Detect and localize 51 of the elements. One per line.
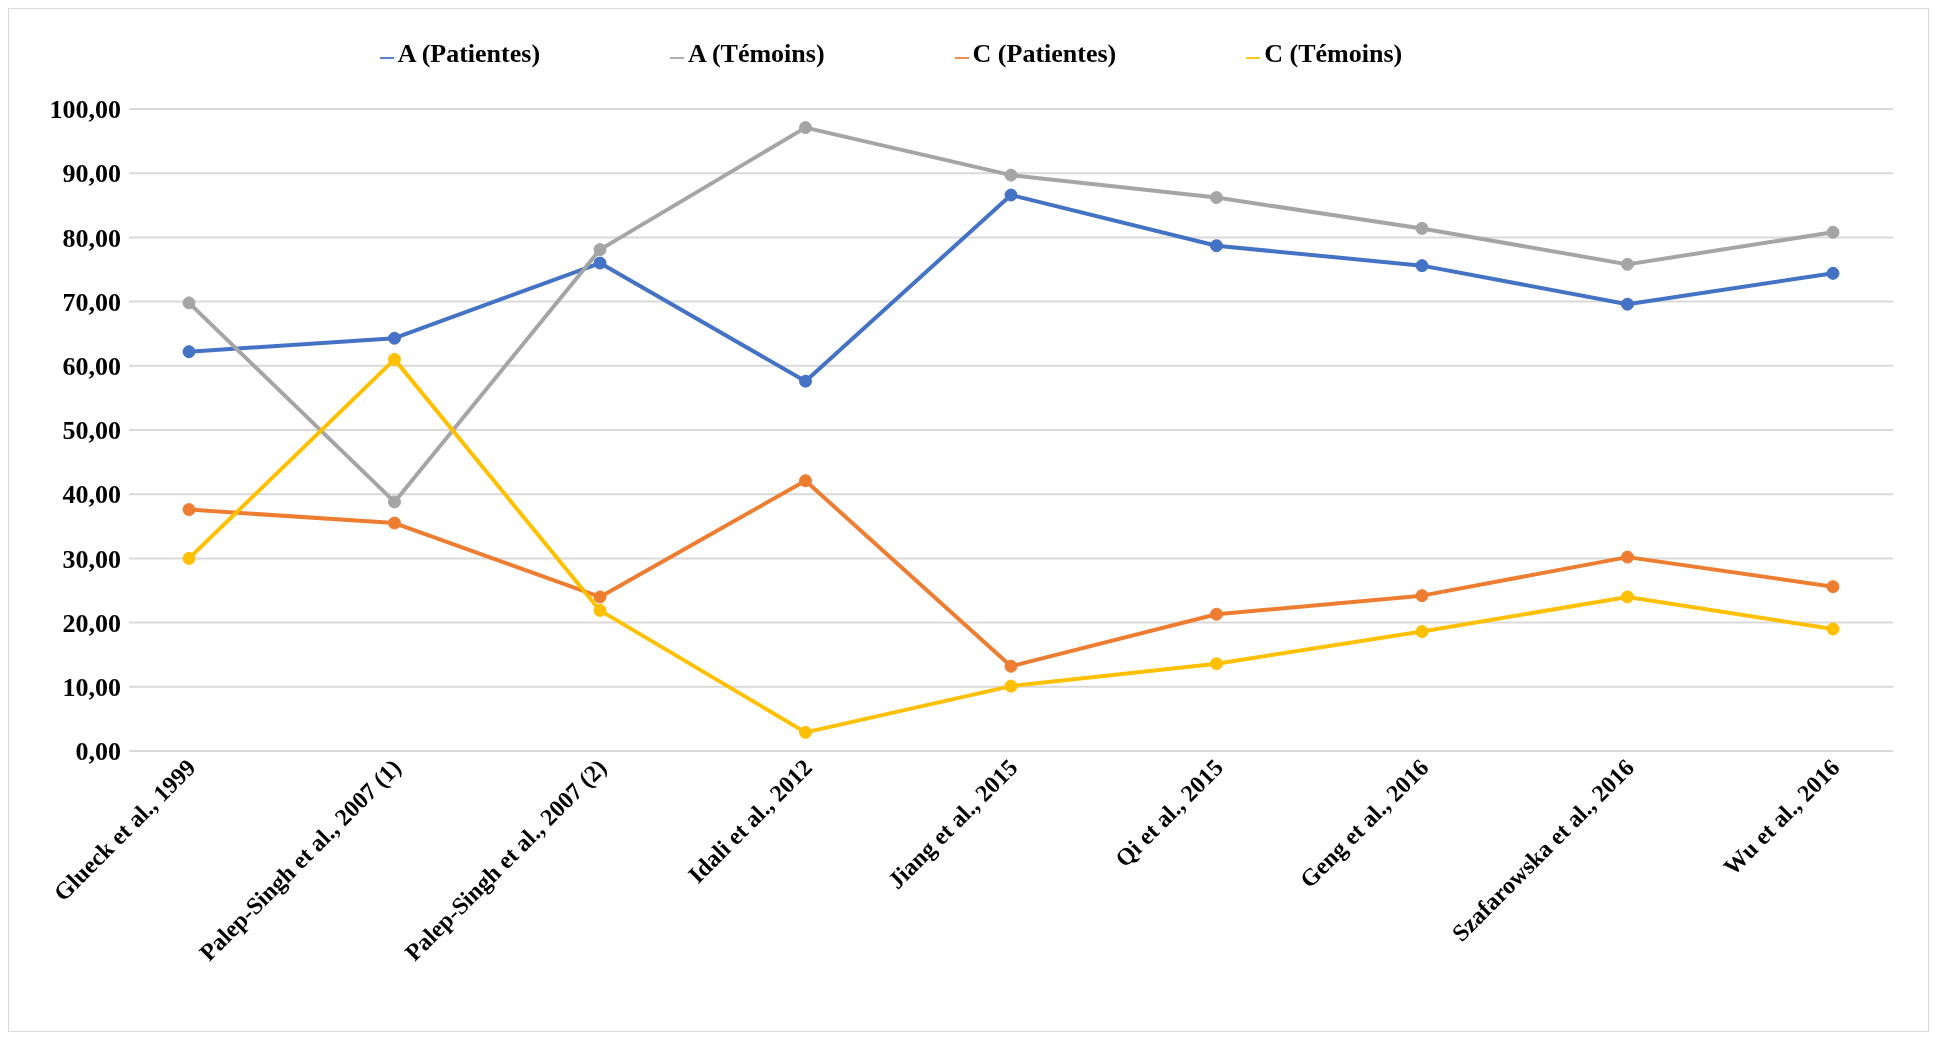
point [1826,225,1840,239]
y-tick-label: 40,00 [62,480,121,510]
point [593,243,607,257]
point [388,495,401,509]
point [1621,590,1634,604]
point [388,516,401,530]
point [1004,188,1018,202]
point [1415,221,1429,235]
legend-label: A (Patientes) [397,39,541,68]
point [593,590,607,604]
point [1415,625,1429,639]
point [1621,297,1634,311]
y-tick-label: 80,00 [62,223,121,253]
y-tick-label: 30,00 [62,544,121,574]
point [182,345,196,359]
point [799,474,812,488]
point [1621,257,1634,271]
y-tick-label: 50,00 [62,416,121,446]
point [388,352,401,366]
point [182,503,196,517]
y-tick-label: 10,00 [62,673,121,703]
y-tick-label: 70,00 [62,287,121,317]
y-tick-label: 0,00 [75,737,121,767]
point [182,296,196,310]
point [182,551,196,565]
point [1210,191,1223,205]
point [1415,589,1429,603]
y-tick-label: 60,00 [62,352,121,382]
point [1210,657,1223,671]
point [593,256,607,270]
point [799,725,812,739]
legend-label: C (Témoins) [1264,39,1403,68]
point [1210,607,1223,621]
point [1826,622,1840,636]
point [799,374,812,388]
point [1415,259,1429,273]
point [1621,550,1634,564]
point [1004,679,1018,693]
point [388,331,401,345]
point [799,121,812,135]
legend-label: C (Patientes) [972,39,1117,68]
point [1004,659,1018,673]
y-tick-label: 90,00 [62,159,121,189]
legend-label: A (Témoins) [688,39,825,68]
point [593,603,607,617]
point [1004,168,1018,182]
y-tick-label: 100,00 [49,95,121,125]
point [1826,266,1840,280]
y-tick-label: 20,00 [62,608,121,638]
point [1826,580,1840,594]
point [1210,239,1223,253]
